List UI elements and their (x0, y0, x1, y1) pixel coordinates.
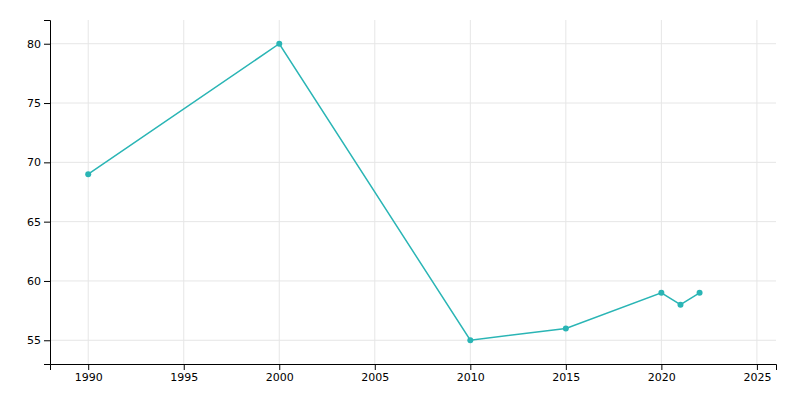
y-grid-line (50, 162, 776, 163)
x-axis-line (51, 365, 777, 371)
y-axis-line (44, 21, 51, 365)
x-tick: 2010 (457, 364, 485, 384)
y-tick-label: 75 (27, 97, 41, 110)
x-tick-mark (470, 364, 471, 370)
x-tick-mark (88, 364, 89, 370)
plot-area (85, 41, 702, 344)
x-grid-line (279, 20, 280, 364)
x-grid-line (183, 20, 184, 364)
x-grid-line (661, 20, 662, 364)
x-tick-label: 2005 (361, 371, 389, 384)
x-tick-mark (375, 364, 376, 370)
y-tick: 65 (27, 216, 50, 229)
y-tick-mark (44, 222, 50, 223)
y-axis: 55 60 65 70 75 80 (27, 21, 51, 365)
point (563, 325, 569, 331)
y-grid-line (50, 340, 776, 341)
x-grid-line (756, 20, 757, 364)
grid (50, 20, 776, 364)
x-grid-line (565, 20, 566, 364)
x-tick-mark (661, 364, 662, 370)
point (85, 171, 91, 177)
y-grid-line (50, 43, 776, 44)
x-tick: 2015 (552, 364, 580, 384)
x-tick-label: 2015 (552, 371, 580, 384)
x-tick-label: 2020 (648, 371, 676, 384)
x-tick-label: 1995 (170, 371, 198, 384)
x-tick-mark (279, 364, 280, 370)
x-tick: 2005 (361, 364, 389, 384)
y-tick-mark (44, 340, 50, 341)
y-tick-label: 65 (27, 216, 41, 229)
x-tick-mark (566, 364, 567, 370)
y-tick-label: 80 (27, 38, 41, 51)
y-tick: 60 (27, 275, 50, 288)
chart-svg: 1990 1995 2000 2005 2010 2015 2020 2025 55 60 65 70… (0, 0, 800, 400)
x-tick-label: 2000 (266, 371, 294, 384)
y-tick-mark (44, 103, 50, 104)
y-grid-line (50, 280, 776, 281)
x-tick: 1995 (170, 364, 198, 384)
point (467, 337, 473, 343)
x-tick-label: 2025 (743, 371, 771, 384)
x-grid-line (470, 20, 471, 364)
y-grid-line (50, 103, 776, 104)
line (88, 44, 699, 341)
y-tick-label: 60 (27, 275, 41, 288)
x-axis: 1990 1995 2000 2005 2010 2015 2020 2025 (51, 364, 777, 384)
x-grid-line (88, 20, 89, 364)
x-tick: 2000 (266, 364, 294, 384)
y-tick-mark (44, 281, 50, 282)
x-tick: 1990 (75, 364, 103, 384)
y-tick-label: 70 (27, 156, 41, 169)
y-tick-mark (44, 44, 50, 45)
x-tick-mark (757, 364, 758, 370)
point (276, 41, 282, 47)
y-tick: 80 (27, 38, 50, 51)
y-tick-label: 55 (27, 334, 41, 347)
chart-container: 1990 1995 2000 2005 2010 2015 2020 2025 55 60 65 70… (0, 0, 800, 400)
point (677, 302, 683, 308)
x-tick-label: 2010 (457, 371, 485, 384)
y-grid-line (50, 221, 776, 222)
x-tick-label: 1990 (75, 371, 103, 384)
y-tick: 70 (27, 156, 50, 169)
point (658, 290, 664, 296)
y-tick: 75 (27, 97, 50, 110)
x-tick-mark (184, 364, 185, 370)
x-tick: 2025 (743, 364, 771, 384)
y-tick-mark (44, 162, 50, 163)
x-tick: 2020 (648, 364, 676, 384)
y-tick: 55 (27, 334, 50, 347)
point (697, 290, 703, 296)
